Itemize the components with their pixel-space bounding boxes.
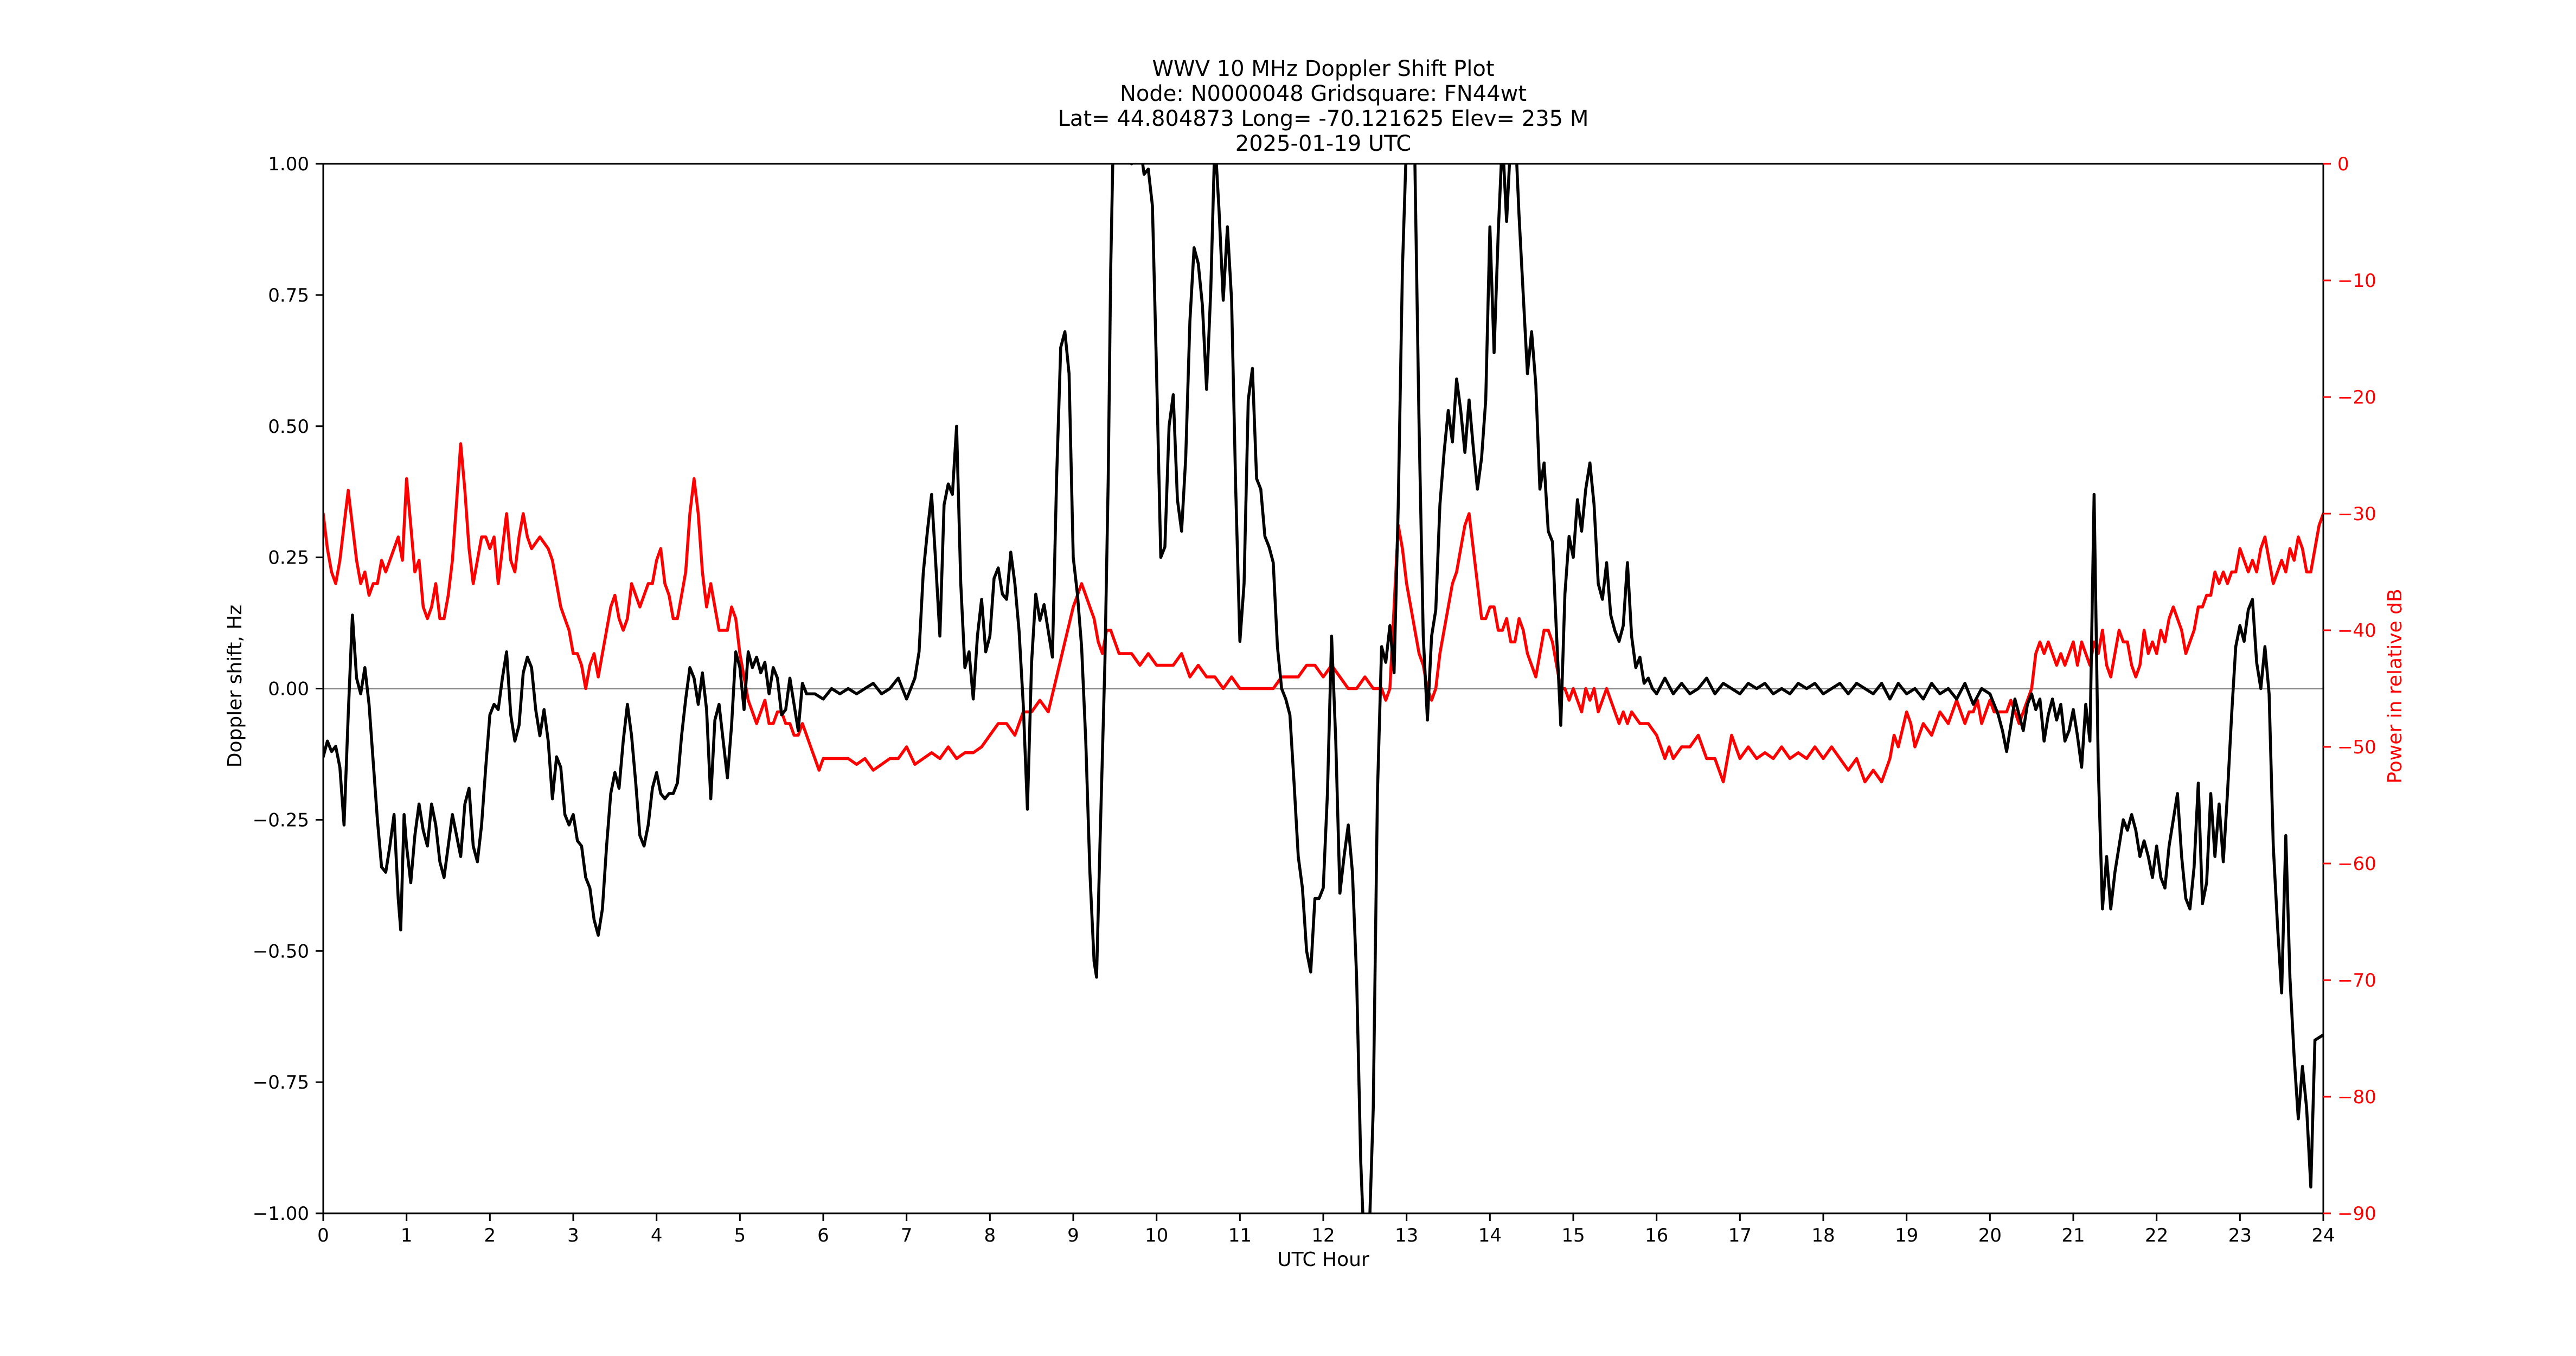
right-y-tick-label: −30: [2337, 503, 2376, 525]
left-y-tick-label: −0.75: [253, 1072, 309, 1093]
x-tick-label: 10: [1145, 1225, 1168, 1246]
x-tick-label: 5: [734, 1225, 746, 1246]
left-y-tick-label: 0.00: [268, 679, 309, 700]
series-layer: [323, 164, 2323, 1213]
left-y-tick-label: 0.25: [268, 547, 309, 569]
x-tick-label: 15: [1561, 1225, 1585, 1246]
x-tick-label: 6: [817, 1225, 829, 1246]
x-tick-label: 23: [2228, 1225, 2252, 1246]
left-y-tick-label: 0.50: [268, 416, 309, 438]
right-y-tick-label: −20: [2337, 387, 2376, 408]
x-tick-label: 12: [1311, 1225, 1335, 1246]
x-tick-label: 13: [1395, 1225, 1418, 1246]
left-y-tick-label: 0.75: [268, 285, 309, 306]
chart-title-line-1: WWV 10 MHz Doppler Shift Plot: [1152, 56, 1494, 81]
right-y-tick-label: −10: [2337, 270, 2376, 292]
left-y-tick-label: −0.25: [253, 809, 309, 831]
left-y-tick-label: −0.50: [253, 941, 309, 962]
right-y-tick-label: −60: [2337, 853, 2376, 875]
right-y-tick-label: 0: [2337, 153, 2349, 175]
x-tick-label: 17: [1728, 1225, 1752, 1246]
x-tick-label: 21: [2061, 1225, 2085, 1246]
right-y-tick-label: −90: [2337, 1203, 2376, 1225]
x-tick-label: 11: [1228, 1225, 1252, 1246]
chart-title-line-3: Lat= 44.804873 Long= -70.121625 Elev= 23…: [1058, 106, 1589, 131]
x-tick-label: 16: [1645, 1225, 1668, 1246]
right-y-axis-label: Power in relative dB: [2384, 589, 2406, 783]
left-y-tick-label: 1.00: [268, 153, 309, 175]
x-tick-label: 19: [1895, 1225, 1918, 1246]
x-axis-label: UTC Hour: [1277, 1249, 1369, 1271]
axes-layer: 0 1 2 3 4 5 6 7 8 9 10 11 12 13 14 15 16 17 18 19 20 21 22 23 24…: [253, 153, 2376, 1246]
left-y-axis-label: Doppler shift, Hz: [224, 605, 246, 767]
x-tick-label: 14: [1478, 1225, 1502, 1246]
left-y-tick-label: −1.00: [253, 1203, 309, 1225]
x-tick-label: 20: [1978, 1225, 2002, 1246]
chart-title-line-4: 2025-01-19 UTC: [1235, 131, 1411, 156]
x-tick-label: 8: [984, 1225, 996, 1246]
power-series-line: [323, 442, 2323, 784]
x-tick-label: 0: [317, 1225, 329, 1246]
x-tick-label: 18: [1811, 1225, 1835, 1246]
chart-title-line-2: Node: N0000048 Gridsquare: FN44wt: [1120, 81, 1527, 106]
x-tick-label: 2: [484, 1225, 496, 1246]
right-y-tick-label: −80: [2337, 1086, 2376, 1108]
x-tick-label: 22: [2145, 1225, 2168, 1246]
x-tick-label: 24: [2311, 1225, 2335, 1246]
x-tick-label: 3: [567, 1225, 579, 1246]
doppler-shift-series-line: [323, 164, 2323, 1213]
x-tick-label: 9: [1067, 1225, 1079, 1246]
right-y-tick-label: −40: [2337, 620, 2376, 642]
x-tick-label: 7: [901, 1225, 913, 1246]
x-tick-label: 1: [401, 1225, 413, 1246]
right-y-tick-label: −70: [2337, 970, 2376, 992]
right-y-tick-label: −50: [2337, 737, 2376, 758]
x-tick-label: 4: [651, 1225, 663, 1246]
